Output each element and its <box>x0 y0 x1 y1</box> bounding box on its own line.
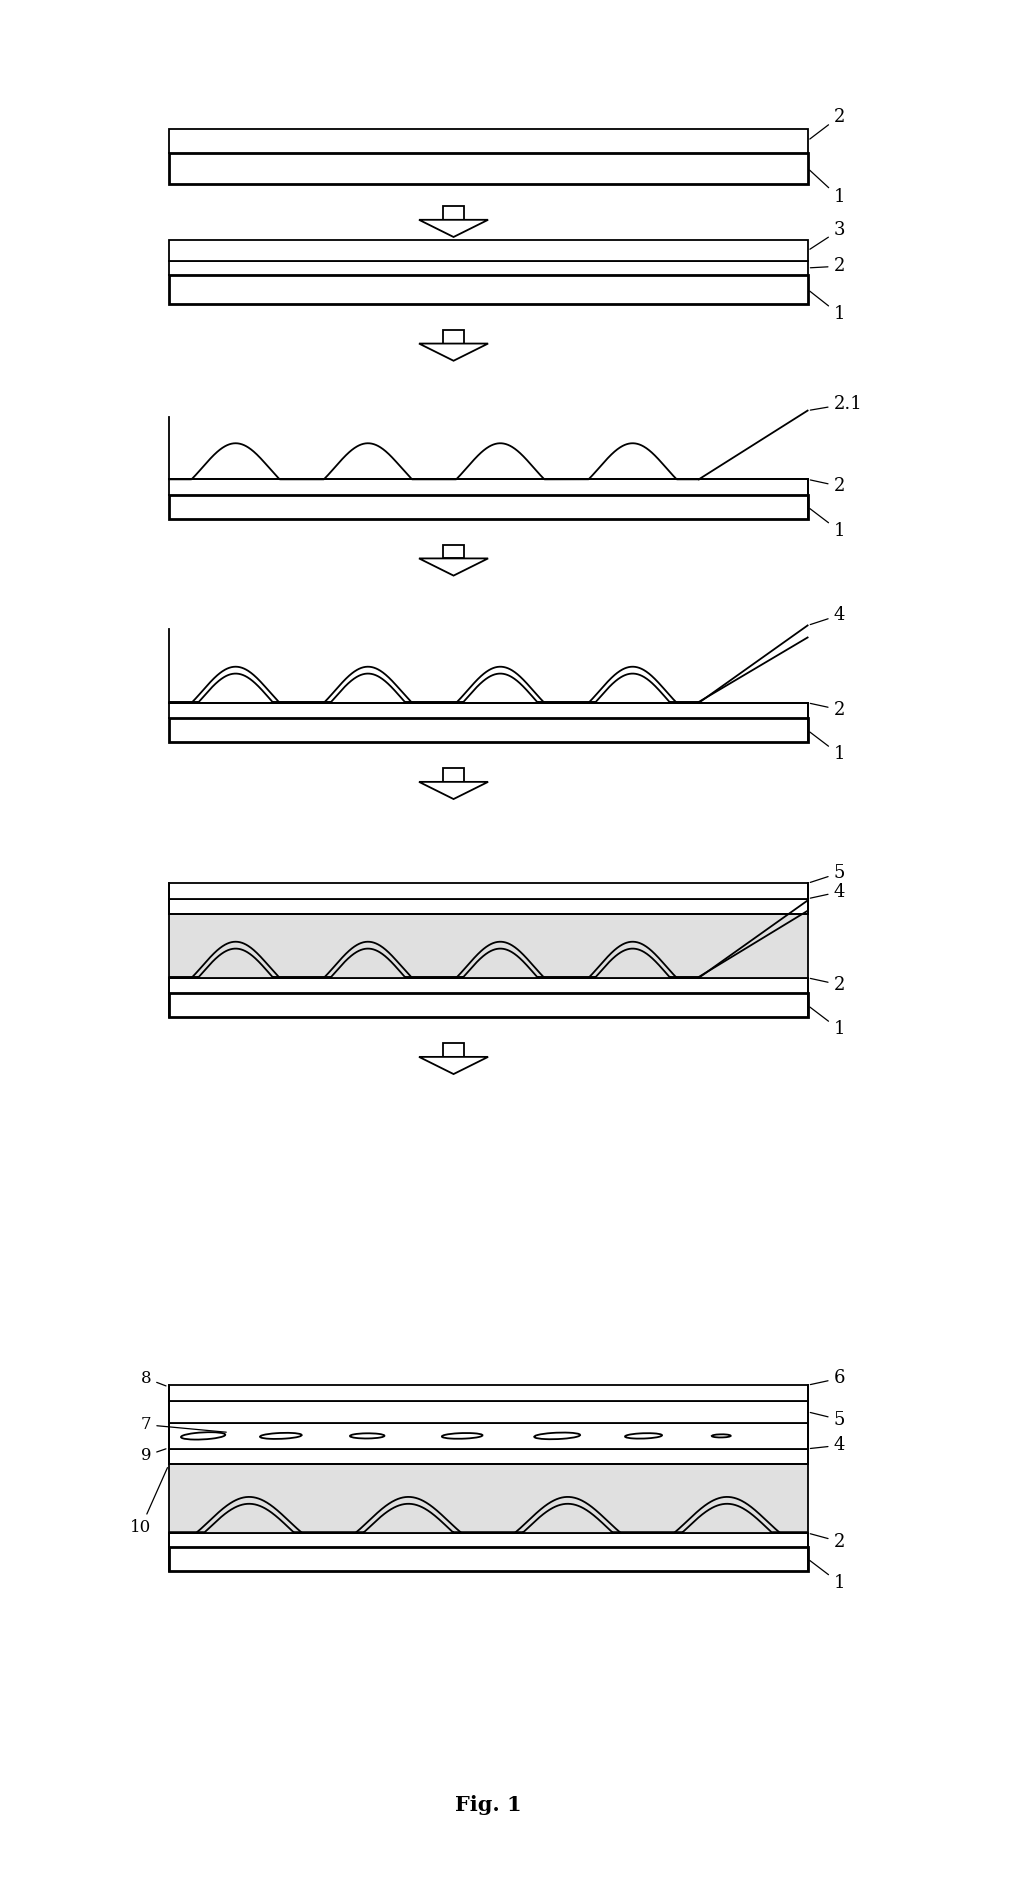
Text: 4: 4 <box>810 1436 845 1455</box>
Text: 1: 1 <box>810 1560 845 1592</box>
Text: 10: 10 <box>131 1468 168 1536</box>
Polygon shape <box>419 220 488 237</box>
Text: 2: 2 <box>810 258 845 274</box>
Polygon shape <box>443 207 464 220</box>
Polygon shape <box>443 545 464 558</box>
Text: 2: 2 <box>810 701 845 718</box>
Polygon shape <box>169 1449 808 1465</box>
Polygon shape <box>169 152 808 184</box>
Polygon shape <box>169 718 808 743</box>
Text: 1: 1 <box>810 291 845 323</box>
Polygon shape <box>169 241 808 261</box>
Polygon shape <box>169 1423 808 1449</box>
Text: 4: 4 <box>810 605 845 624</box>
Polygon shape <box>169 128 808 152</box>
Polygon shape <box>169 479 808 494</box>
Ellipse shape <box>442 1433 482 1438</box>
Polygon shape <box>169 261 808 274</box>
Ellipse shape <box>260 1433 301 1438</box>
Text: 8: 8 <box>141 1371 166 1387</box>
Polygon shape <box>169 978 808 993</box>
Text: 2: 2 <box>810 107 845 139</box>
Text: 2.1: 2.1 <box>810 395 862 414</box>
Text: 1: 1 <box>810 169 845 207</box>
Ellipse shape <box>350 1433 384 1438</box>
Polygon shape <box>443 1043 464 1057</box>
Ellipse shape <box>181 1433 225 1440</box>
Polygon shape <box>419 344 488 361</box>
Text: 9: 9 <box>141 1448 166 1465</box>
Polygon shape <box>169 1465 808 1532</box>
Ellipse shape <box>625 1433 662 1438</box>
Text: 1: 1 <box>810 731 845 763</box>
Text: 2: 2 <box>810 976 845 995</box>
Text: 5: 5 <box>810 865 845 882</box>
Text: 7: 7 <box>141 1416 226 1433</box>
Text: 5: 5 <box>810 1410 845 1429</box>
Text: 1: 1 <box>810 508 845 540</box>
Polygon shape <box>169 1547 808 1572</box>
Text: 2: 2 <box>810 1532 845 1551</box>
Text: 6: 6 <box>810 1369 845 1387</box>
Polygon shape <box>443 329 464 344</box>
Text: 4: 4 <box>810 884 845 901</box>
Polygon shape <box>419 558 488 575</box>
Polygon shape <box>169 993 808 1017</box>
Polygon shape <box>419 782 488 799</box>
Text: 1: 1 <box>810 1008 845 1038</box>
Polygon shape <box>169 1401 808 1423</box>
Text: Fig. 1: Fig. 1 <box>454 1795 521 1814</box>
Polygon shape <box>169 1386 808 1401</box>
Polygon shape <box>169 914 808 978</box>
Ellipse shape <box>535 1433 580 1440</box>
Polygon shape <box>443 769 464 782</box>
Polygon shape <box>419 1057 488 1073</box>
Polygon shape <box>169 899 808 914</box>
Ellipse shape <box>711 1434 731 1438</box>
Polygon shape <box>169 884 808 899</box>
Text: 2: 2 <box>810 478 845 494</box>
Polygon shape <box>169 494 808 519</box>
Polygon shape <box>169 1532 808 1547</box>
Polygon shape <box>169 703 808 718</box>
Polygon shape <box>169 274 808 305</box>
Text: 3: 3 <box>810 222 845 250</box>
